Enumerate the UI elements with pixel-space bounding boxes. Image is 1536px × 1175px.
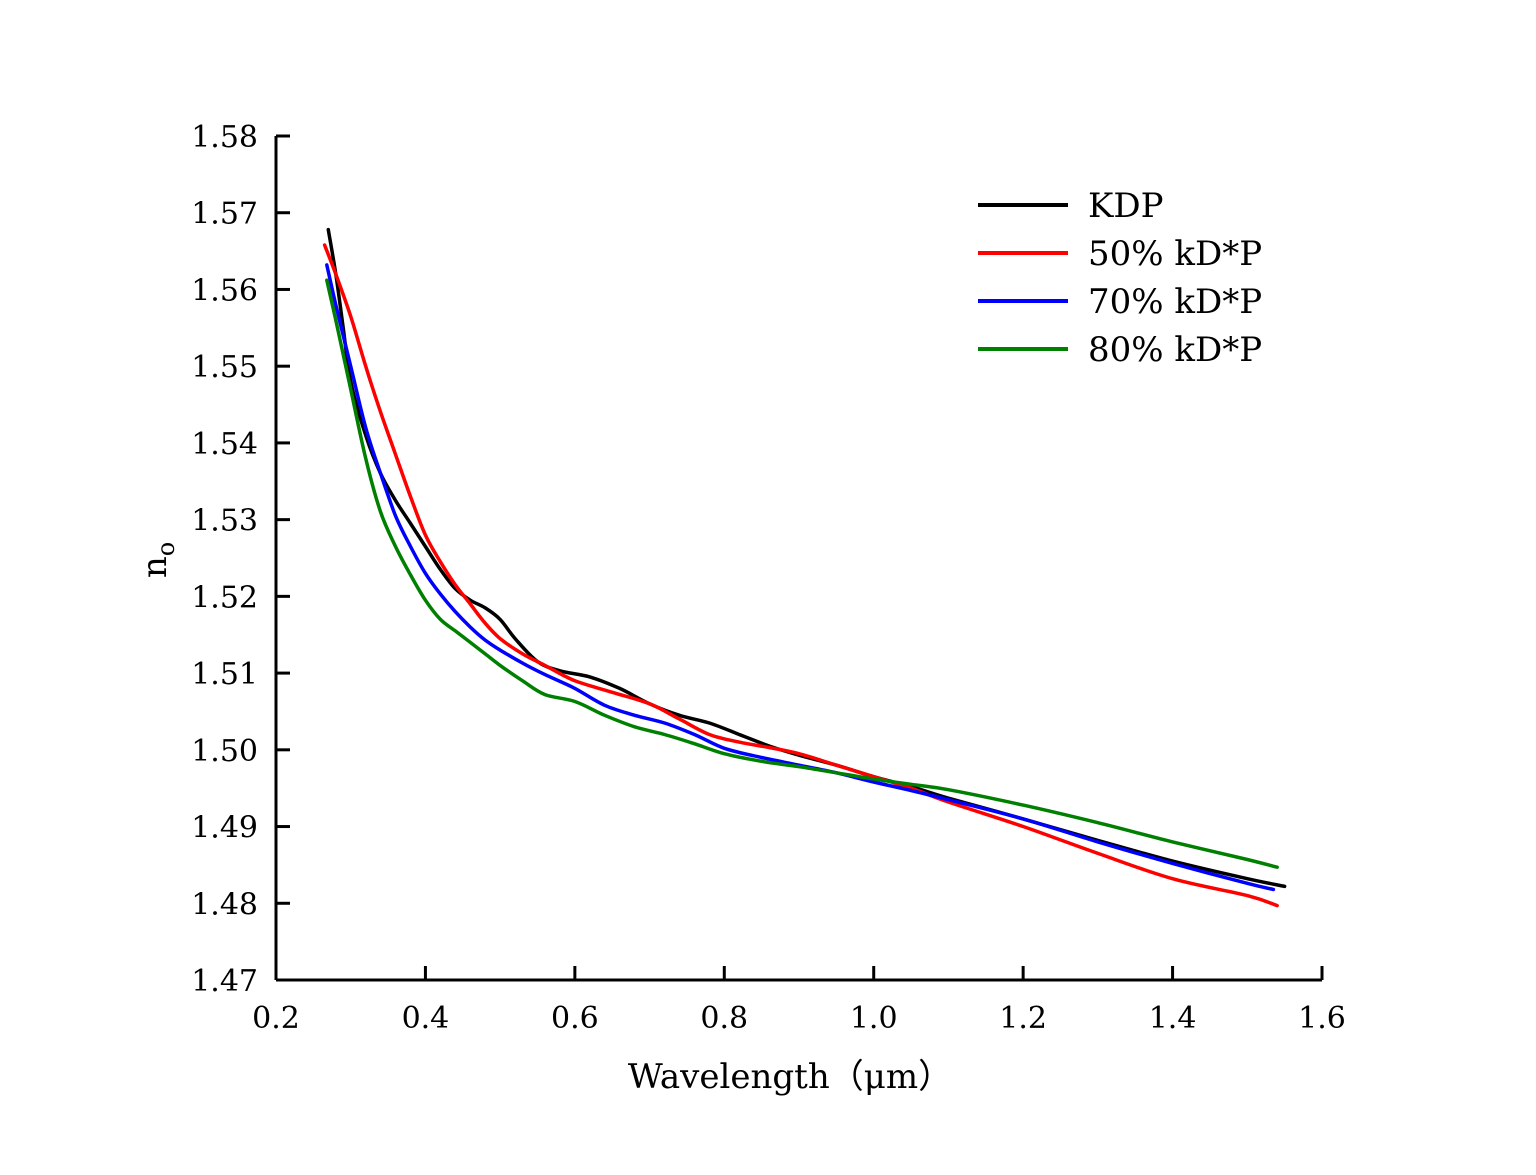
y-tick-label: 1.50 bbox=[191, 734, 258, 769]
plot-area bbox=[322, 227, 1287, 908]
legend-label-2: 70% kD*P bbox=[1088, 282, 1262, 322]
y-axis-title: no bbox=[135, 542, 180, 578]
x-tick-label: 0.8 bbox=[700, 1001, 748, 1036]
x-tick-label: 0.2 bbox=[252, 1001, 300, 1036]
x-tick-label: 0.4 bbox=[402, 1001, 450, 1036]
x-tick-label: 1.4 bbox=[1149, 1001, 1197, 1036]
y-tick-label: 1.49 bbox=[191, 811, 258, 846]
x-tick-label: 1.6 bbox=[1298, 1001, 1346, 1036]
legend-label-0: KDP bbox=[1088, 186, 1164, 226]
y-tick-label: 1.54 bbox=[191, 427, 258, 462]
series-line-0 bbox=[326, 227, 1287, 889]
y-tick-label: 1.48 bbox=[191, 887, 258, 922]
y-tick-label: 1.58 bbox=[191, 120, 258, 155]
x-axis-title: Wavelength（μm） bbox=[628, 1057, 952, 1097]
x-tick-label: 1.0 bbox=[850, 1001, 898, 1036]
x-tick-label: 0.6 bbox=[551, 1001, 599, 1036]
svg-text:no: no bbox=[135, 542, 180, 578]
y-axis-ticks: 1.47 1.48 1.49 1.50 1.51 1.52 1.53 1.54 1.55 1.56… bbox=[191, 120, 290, 999]
axes bbox=[274, 136, 1322, 982]
y-tick-label: 1.51 bbox=[191, 657, 258, 692]
y-tick-label: 1.55 bbox=[191, 350, 258, 385]
series-line-3 bbox=[325, 278, 1279, 869]
y-tick-label: 1.53 bbox=[191, 504, 258, 539]
y-axis-title-subscript: o bbox=[152, 542, 180, 556]
series-line-2 bbox=[325, 263, 1276, 892]
y-tick-label: 1.52 bbox=[191, 580, 258, 615]
y-axis-title-main: n bbox=[135, 556, 175, 578]
x-axis-ticks: 0.2 0.4 0.6 0.8 1.0 1.2 1.4 1.6 bbox=[252, 966, 1346, 1036]
series-line-1 bbox=[322, 243, 1279, 908]
legend: KDP 50% kD*P 70% kD*P 80% kD*P bbox=[978, 186, 1262, 370]
y-tick-label: 1.56 bbox=[191, 273, 258, 308]
legend-label-1: 50% kD*P bbox=[1088, 234, 1262, 274]
y-tick-label: 1.57 bbox=[191, 197, 258, 232]
legend-label-3: 80% kD*P bbox=[1088, 330, 1262, 370]
y-tick-label: 1.47 bbox=[191, 964, 258, 999]
x-tick-label: 1.2 bbox=[999, 1001, 1047, 1036]
